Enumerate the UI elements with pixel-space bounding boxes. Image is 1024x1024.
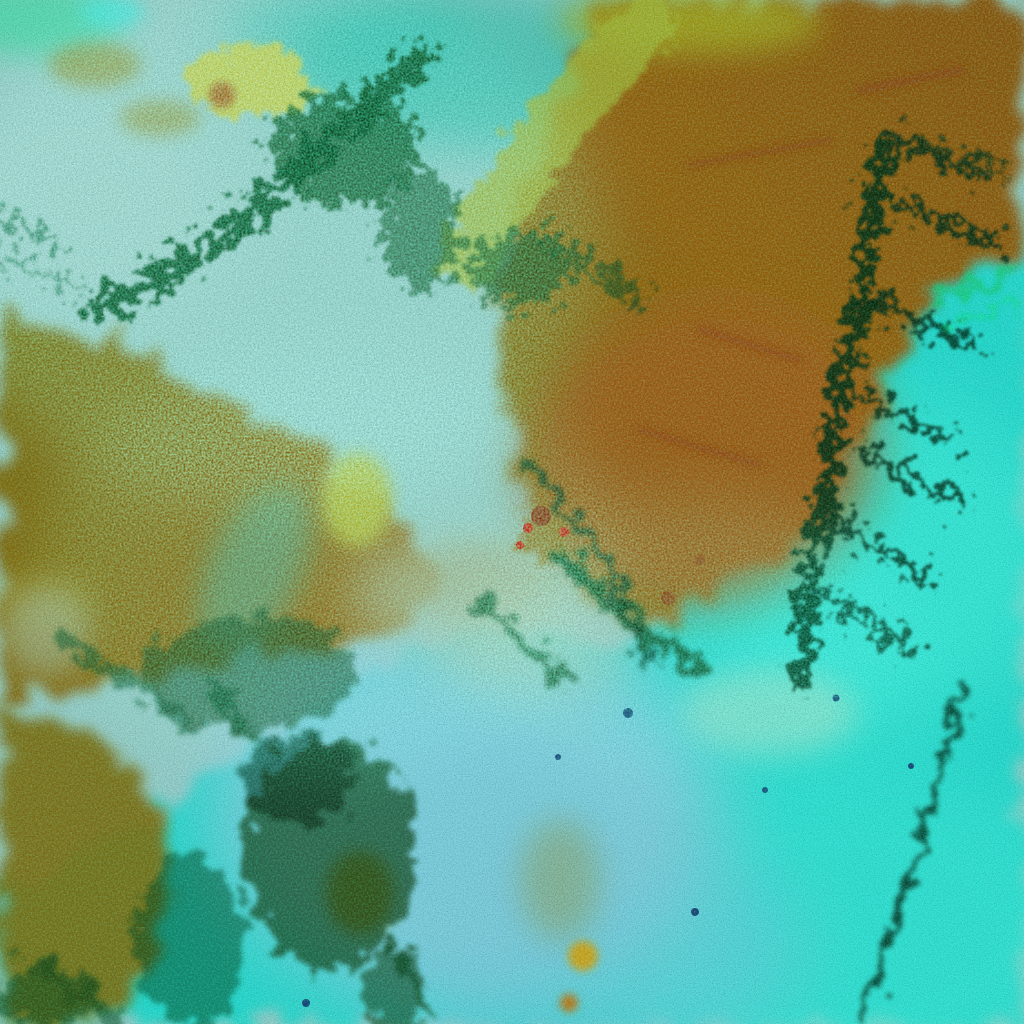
satellite-image-canvas: [0, 0, 1024, 1024]
speckle-overlay-dark: [0, 0, 1024, 1024]
satellite-image: [0, 0, 1024, 1024]
region-grain-overlays: [0, 0, 1024, 1024]
